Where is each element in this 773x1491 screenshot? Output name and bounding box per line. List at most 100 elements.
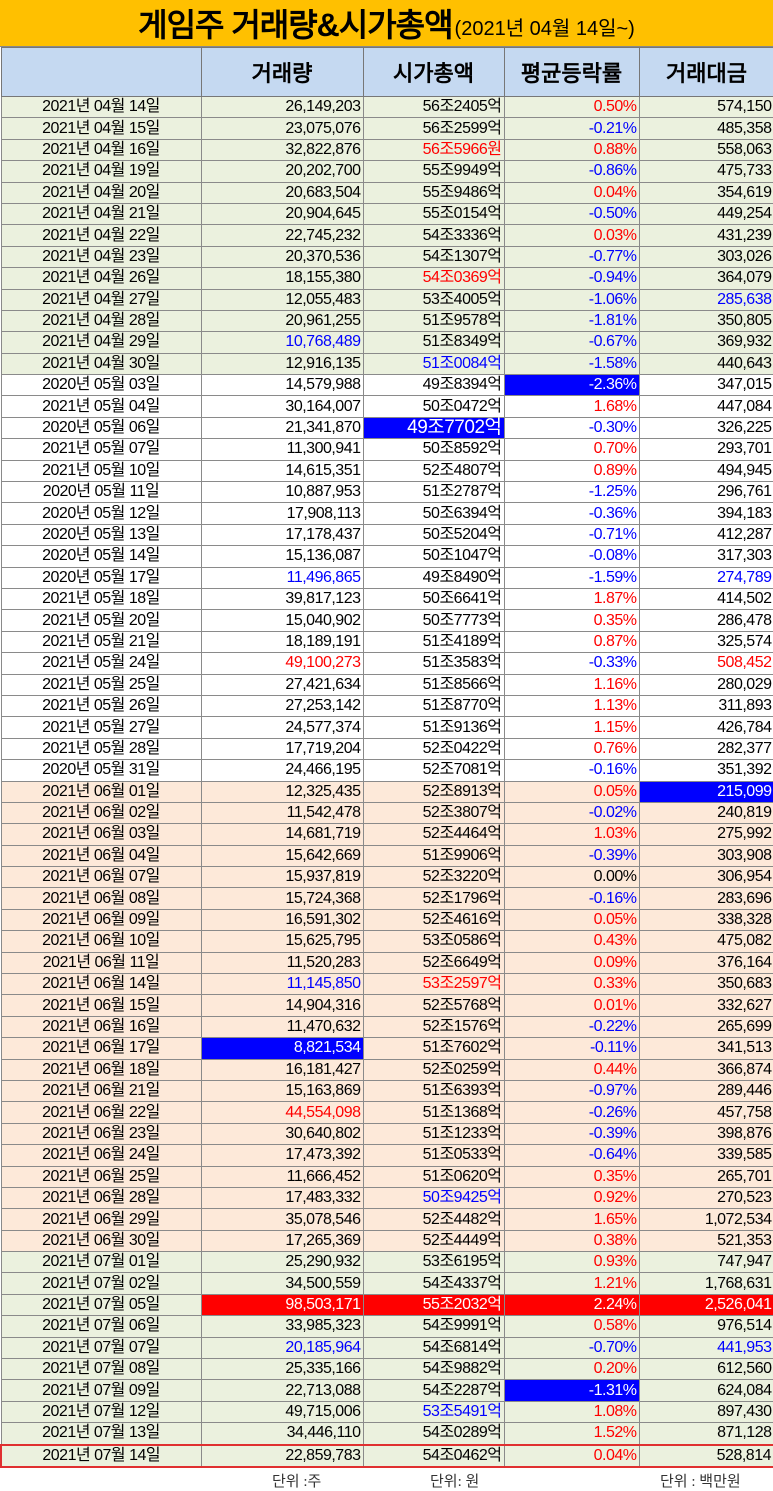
date-cell: 2021년 07월 05일 xyxy=(0,1293,202,1317)
trade-value-cell: 274,789 xyxy=(638,566,773,589)
volume-cell: 12,055,483 xyxy=(200,288,364,311)
volume-cell: 24,577,374 xyxy=(200,716,364,739)
stock-table: 거래량 시가총액 평균등락률 거래대금 2021년 04월 14일 26,149,… xyxy=(0,47,773,1469)
avg-change-cell: -0.21% xyxy=(503,117,640,140)
table-row: 2021년 04월 22일 22,745,232 54조3336억 0.03% 431,… xyxy=(0,224,773,247)
volume-cell: 11,542,478 xyxy=(200,801,364,825)
volume-cell: 34,446,110 xyxy=(200,1422,364,1446)
avg-change-cell: -0.50% xyxy=(503,202,640,226)
date-cell: 2021년 04월 26일 xyxy=(0,267,202,290)
page-title: 게임주 거래량&시가총액 xyxy=(138,7,453,43)
table-row: 2021년 06월 22일 44,554,098 51조1368억 -0.26% 457… xyxy=(0,1101,773,1124)
trade-value-cell: 280,029 xyxy=(638,673,773,696)
market-cap-cell: 52조7081억 xyxy=(362,759,505,782)
market-cap-cell: 51조6393억 xyxy=(362,1079,505,1103)
market-cap-cell: 54조4337억 xyxy=(362,1272,505,1295)
avg-change-cell: 0.58% xyxy=(503,1315,640,1338)
avg-change-cell: -0.16% xyxy=(503,887,640,910)
cap-unit-note: 단위: 원 xyxy=(430,1474,480,1490)
table-row: 2021년 06월 01일 12,325,435 52조8913억 0.05% 215,… xyxy=(0,780,773,803)
market-cap-cell: 55조9949억 xyxy=(362,160,505,183)
header-trade-value: 거래대금 xyxy=(638,47,773,97)
volume-cell: 22,859,783 xyxy=(200,1443,364,1469)
date-cell: 2021년 06월 01일 xyxy=(0,780,202,803)
trade-value-cell: 326,225 xyxy=(638,416,773,440)
table-row: 2021년 07월 07일 20,185,964 54조6814억 -0.70% 441… xyxy=(0,1336,773,1360)
date-cell: 2021년 06월 24일 xyxy=(0,1144,202,1167)
market-cap-cell: 51조9578억 xyxy=(362,309,505,333)
avg-change-cell: -1.31% xyxy=(503,1379,640,1402)
avg-change-cell: -0.39% xyxy=(503,844,640,868)
market-cap-cell: 51조1368억 xyxy=(362,1101,505,1124)
trade-value-cell: 747,947 xyxy=(638,1251,773,1274)
date-cell: 2021년 06월 11일 xyxy=(0,951,202,975)
market-cap-cell: 53조0586억 xyxy=(362,930,505,953)
page-subtitle: (2021년 04월 14일~) xyxy=(454,17,635,40)
date-cell: 2021년 06월 09일 xyxy=(0,908,202,932)
avg-change-cell: -0.36% xyxy=(503,502,640,525)
market-cap-cell: 52조4464억 xyxy=(362,823,505,846)
avg-change-cell: -0.86% xyxy=(503,160,640,183)
date-cell: 2021년 05월 04일 xyxy=(0,395,202,418)
volume-cell: 15,163,869 xyxy=(200,1079,364,1103)
date-cell: 2021년 06월 30일 xyxy=(0,1229,202,1253)
volume-cell: 18,155,380 xyxy=(200,267,364,290)
volume-cell: 8,821,534 xyxy=(200,1037,364,1060)
volume-cell: 20,370,536 xyxy=(200,245,364,269)
trade-value-cell: 311,893 xyxy=(638,694,773,718)
volume-cell: 24,466,195 xyxy=(200,759,364,782)
market-cap-cell: 53조2597억 xyxy=(362,973,505,996)
table-row: 2021년 04월 26일 18,155,380 54조0369억 -0.94% 364… xyxy=(0,267,773,290)
table-row: 2021년 07월 06일 33,985,323 54조9991억 0.58% 976,… xyxy=(0,1315,773,1338)
trade-value-cell: 475,733 xyxy=(638,160,773,183)
market-cap-cell: 51조7602억 xyxy=(362,1037,505,1060)
table-row: 2021년 06월 10일 15,625,795 53조0586억 0.43% 475,… xyxy=(0,930,773,953)
volume-cell: 27,421,634 xyxy=(200,673,364,696)
header-date xyxy=(0,47,202,97)
avg-change-cell: 0.92% xyxy=(503,1186,640,1210)
avg-change-cell: 0.88% xyxy=(503,138,640,162)
date-cell: 2021년 06월 18일 xyxy=(0,1058,202,1081)
trade-value-cell: 270,523 xyxy=(638,1186,773,1210)
volume-cell: 15,937,819 xyxy=(200,866,364,889)
avg-change-cell: 1.16% xyxy=(503,673,640,696)
avg-change-cell: 0.05% xyxy=(503,780,640,803)
market-cap-cell: 51조9906억 xyxy=(362,844,505,868)
date-cell: 2021년 05월 21일 xyxy=(0,630,202,654)
volume-cell: 18,189,191 xyxy=(200,630,364,654)
volume-cell: 15,724,368 xyxy=(200,887,364,910)
date-cell: 2021년 07월 06일 xyxy=(0,1315,202,1338)
market-cap-cell: 50조1047억 xyxy=(362,545,505,568)
volume-cell: 23,075,076 xyxy=(200,117,364,140)
table-row: 2021년 05월 04일 30,164,007 50조0472억 1.68% 447,… xyxy=(0,395,773,418)
table-row: 2021년 04월 20일 20,683,504 55조9486억 0.04% 354,… xyxy=(0,181,773,204)
date-cell: 2020년 05월 11일 xyxy=(0,481,202,504)
table-row: 2021년 05월 25일 27,421,634 51조8566억 1.16% 280,… xyxy=(0,673,773,696)
trade-value-cell: 574,150 xyxy=(638,95,773,119)
trade-value-cell: 265,701 xyxy=(638,1165,773,1188)
date-cell: 2021년 04월 16일 xyxy=(0,138,202,162)
volume-cell: 10,768,489 xyxy=(200,331,364,354)
volume-cell: 11,145,850 xyxy=(200,973,364,996)
trade-value-cell: 1,768,631 xyxy=(638,1272,773,1295)
volume-cell: 17,483,332 xyxy=(200,1186,364,1210)
market-cap-cell: 54조1307억 xyxy=(362,245,505,269)
volume-cell: 12,916,135 xyxy=(200,352,364,376)
date-cell: 2021년 06월 23일 xyxy=(0,1122,202,1146)
avg-change-cell: 0.93% xyxy=(503,1251,640,1274)
avg-change-cell: 0.05% xyxy=(503,908,640,932)
avg-change-cell: 1.65% xyxy=(503,1208,640,1231)
volume-cell: 14,904,316 xyxy=(200,994,364,1017)
date-cell: 2021년 06월 10일 xyxy=(0,930,202,953)
volume-cell: 25,335,166 xyxy=(200,1358,364,1381)
date-cell: 2021년 04월 28일 xyxy=(0,309,202,333)
market-cap-cell: 50조9425억 xyxy=(362,1186,505,1210)
table-row: 2020년 05월 11일 10,887,953 51조2787억 -1.25% 296… xyxy=(0,481,773,504)
market-cap-cell: 56조2599억 xyxy=(362,117,505,140)
avg-change-cell: 1.68% xyxy=(503,395,640,418)
table-row: 2021년 04월 27일 12,055,483 53조4005억 -1.06% 285… xyxy=(0,288,773,311)
table-row: 2021년 05월 20일 15,040,902 50조7773억 0.35% 286,… xyxy=(0,609,773,632)
volume-cell: 17,178,437 xyxy=(200,523,364,547)
volume-cell: 49,100,273 xyxy=(200,652,364,675)
table-row: 2021년 07월 14일 22,859,783 54조0462억 0.04% 528,… xyxy=(0,1443,773,1469)
